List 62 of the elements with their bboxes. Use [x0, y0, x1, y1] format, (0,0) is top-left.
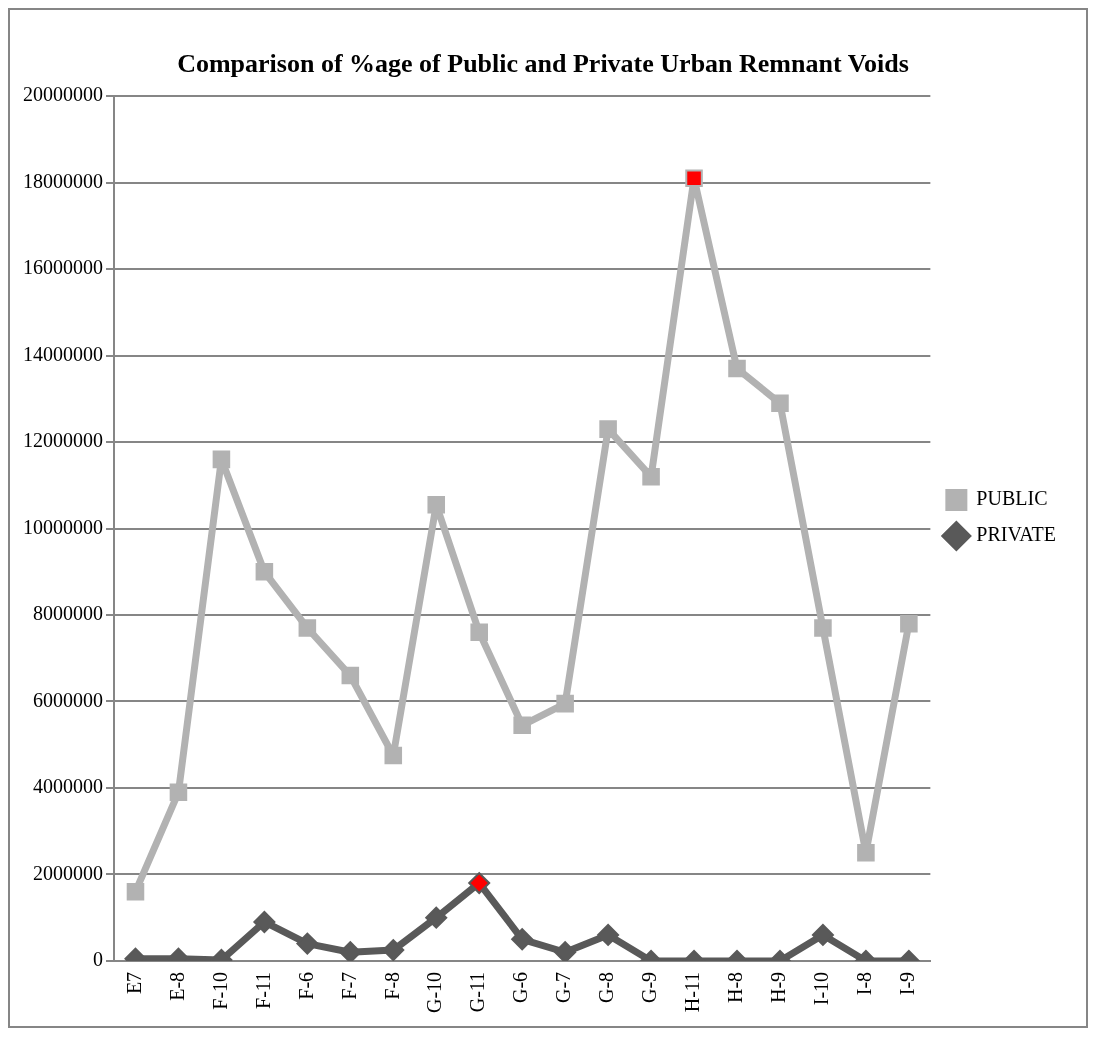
- point: [554, 941, 577, 961]
- point: [255, 563, 274, 581]
- point: [556, 694, 574, 713]
- y-tick-label: 8000000: [33, 602, 103, 625]
- x-tick-label: G-8: [595, 971, 618, 1004]
- x-tick-label: F-8: [380, 971, 403, 1000]
- point: [384, 746, 403, 765]
- y-tick-label: 16000000: [23, 256, 103, 279]
- x-tick-label: H-11: [681, 971, 704, 1013]
- y-tick-label: 12000000: [23, 429, 103, 452]
- x-tick-label: G-11: [466, 971, 489, 1013]
- point: [339, 941, 362, 961]
- x-tick-label: I-10: [810, 971, 833, 1006]
- y-tick-label: 18000000: [23, 169, 103, 192]
- x-tick-label: E-8: [165, 971, 188, 1001]
- point: [599, 420, 617, 438]
- point: [425, 906, 448, 929]
- x-tick-label: F-11: [251, 971, 274, 1009]
- y-tick-label: 10000000: [23, 515, 103, 538]
- x-tick-label: G-9: [638, 971, 661, 1004]
- point: [126, 882, 145, 901]
- y-tick-label: 14000000: [23, 342, 103, 365]
- y-tick-label: 20000000: [23, 83, 103, 106]
- point: [771, 394, 789, 412]
- y-tick-label: 0: [93, 948, 103, 971]
- y-tick-label: 2000000: [33, 861, 103, 884]
- point: [685, 169, 703, 188]
- point: [341, 666, 360, 685]
- point: [513, 716, 531, 735]
- point: [296, 932, 319, 955]
- chart-title: Comparison of %age of Public and Private Urban Remnant Voids: [177, 49, 909, 79]
- point: [811, 923, 834, 946]
- point: [900, 614, 918, 633]
- point: [253, 910, 276, 933]
- point: [427, 495, 446, 514]
- point: [212, 450, 231, 469]
- x-tick-label: G-7: [552, 971, 575, 1004]
- x-tick-label: G-6: [509, 971, 532, 1004]
- point: [470, 623, 488, 642]
- y-tick-label: 6000000: [33, 688, 103, 711]
- point: [382, 939, 405, 961]
- x-tick-label: F-6: [294, 971, 317, 1000]
- point: [169, 783, 188, 802]
- x-tick-label: H-9: [767, 971, 790, 1004]
- point: [857, 844, 875, 862]
- point: [511, 928, 534, 951]
- x-tick-label: F-10: [208, 971, 231, 1010]
- point: [468, 872, 491, 895]
- x-tick-label: I-9: [896, 971, 919, 996]
- x-tick-label: H-8: [724, 971, 747, 1004]
- x-tick-label: G-10: [423, 971, 446, 1014]
- x-tick-label: F-7: [337, 971, 360, 1000]
- point: [728, 359, 746, 378]
- y-tick-label: 4000000: [33, 775, 103, 798]
- legend-label: PRIVATE: [976, 523, 1057, 546]
- point: [814, 619, 832, 637]
- point: [642, 467, 660, 486]
- legend-label: PUBLIC: [976, 487, 1048, 510]
- point: [298, 619, 317, 637]
- x-tick-label: E7: [122, 971, 145, 995]
- point: [597, 923, 620, 946]
- x-tick-label: I-8: [853, 971, 876, 996]
